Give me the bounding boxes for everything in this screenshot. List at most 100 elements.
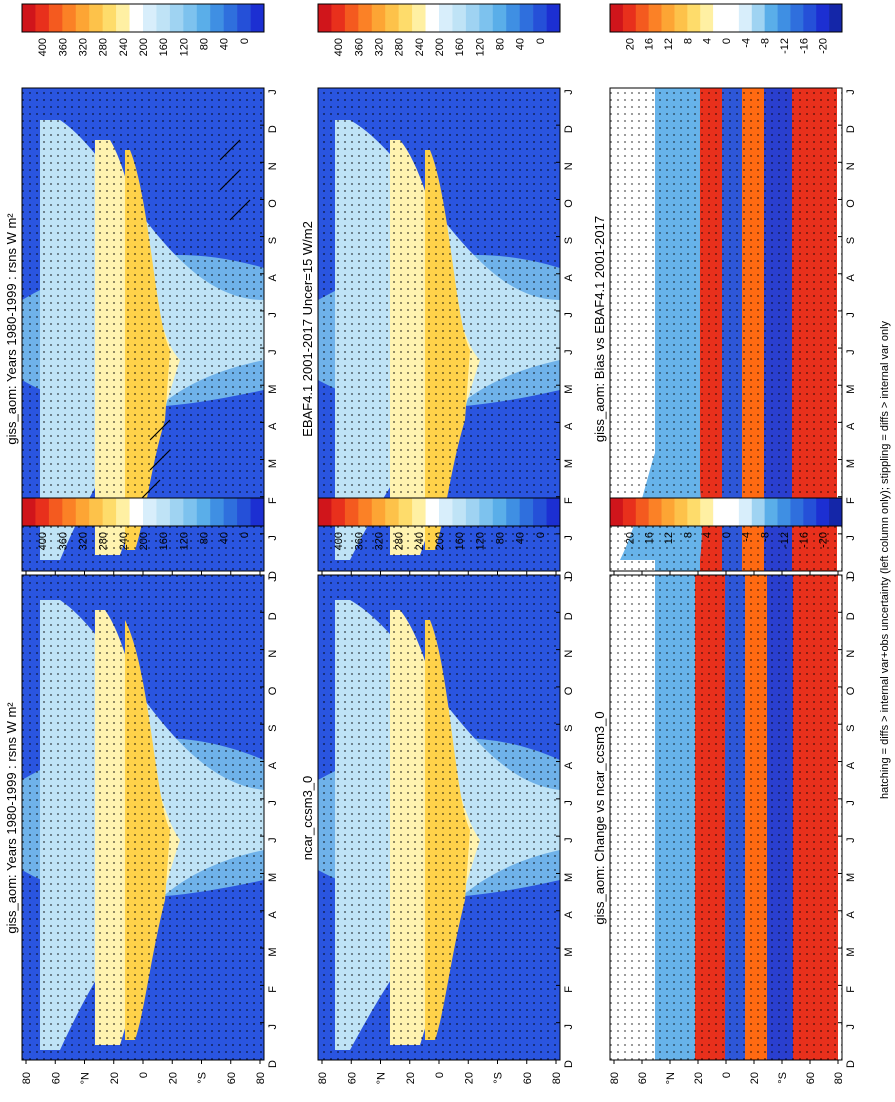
colorbar-swatch	[196, 4, 211, 32]
colorbar-swatch	[210, 498, 224, 526]
colorbar-swatch	[622, 498, 637, 526]
y-tick-label: °S	[777, 1072, 789, 1084]
colorbar-label: 80	[495, 532, 507, 544]
x-tick-label: O	[845, 199, 857, 208]
x-tick-label: M	[845, 459, 857, 468]
x-tick-label: D	[267, 1060, 279, 1068]
colorbar-swatch	[506, 4, 520, 32]
colorbar-swatch	[452, 4, 467, 32]
x-tick-label: D	[563, 125, 575, 133]
x-tick-label: D	[267, 612, 279, 620]
x-tick-label: A	[563, 910, 575, 918]
colorbar-label: 320	[78, 532, 90, 550]
x-tick-label: F	[563, 497, 575, 504]
colorbar-label: 120	[178, 532, 190, 550]
x-tick-label: N	[845, 650, 857, 658]
colorbar-swatch	[143, 4, 157, 32]
x-tick-label: J	[563, 349, 575, 355]
y-tick-label: 80	[551, 1072, 563, 1084]
colorbar-frame	[317, 3, 561, 33]
colorbar-swatch	[169, 4, 184, 32]
colorbar-label: 20	[624, 532, 636, 544]
colorbar-p4: 400 360 320 280 240 200 160 120 80 40 0	[317, 497, 561, 550]
y-tick-label: 60	[522, 1072, 534, 1084]
colorbar-label: 0	[535, 532, 547, 538]
colorbar-swatch	[439, 498, 453, 526]
y-tick-label: 20	[463, 1072, 475, 1084]
colorbar-label: 4	[702, 532, 714, 538]
colorbar-swatch	[223, 498, 238, 526]
colorbar-swatch	[385, 498, 399, 526]
colorbar-swatch	[344, 4, 359, 32]
colorbar-swatch	[790, 498, 804, 526]
colorbar-frame	[21, 3, 265, 33]
colorbar-swatch	[751, 498, 765, 526]
title-p6: giss_aom: Change vs ncar_ccsm3_0	[592, 711, 607, 924]
x-tick-label: S	[267, 725, 279, 732]
colorbar-swatch	[331, 4, 346, 32]
colorbar-swatch	[533, 498, 547, 526]
colorbar-swatch	[803, 498, 817, 526]
colorbar-swatch	[371, 498, 386, 526]
colorbar-swatch	[62, 498, 77, 526]
x-tick-label: M	[563, 947, 575, 956]
colorbar-swatch	[519, 498, 534, 526]
colorbar-swatch	[479, 4, 494, 32]
colorbar-swatch	[777, 498, 791, 526]
colorbar-label: -16	[798, 532, 810, 548]
colorbar-label: -8	[760, 38, 772, 48]
colorbar-swatch	[35, 498, 50, 526]
colorbar-swatch	[546, 4, 561, 32]
colorbar-label: 12	[663, 532, 675, 544]
colorbar-label: 280	[98, 38, 110, 56]
colorbar-swatch	[116, 4, 130, 32]
colorbar-swatch	[687, 498, 701, 526]
colorbar-label: 320	[78, 38, 90, 56]
colorbar-swatch	[674, 498, 688, 526]
colorbar-label: 0	[535, 38, 547, 44]
y-tick-label: 20	[167, 1072, 179, 1084]
y-tick-label: 20	[693, 1072, 705, 1084]
y-tick-label: 80	[833, 1072, 845, 1084]
colorbar-label: 240	[414, 532, 426, 550]
colorbar-swatch	[816, 498, 830, 526]
colorbar-swatch	[661, 498, 675, 526]
colorbar-swatch	[452, 498, 467, 526]
y-tick-label: °N	[665, 1072, 677, 1084]
plot-area-p1	[21, 87, 265, 572]
colorbar-label: 160	[158, 38, 170, 56]
colorbar-label: 0	[721, 532, 733, 538]
colorbar-label: -4	[740, 38, 752, 48]
colorbar-label: 360	[353, 38, 365, 56]
colorbar-label: 240	[118, 532, 130, 550]
colorbar-label: 280	[394, 38, 406, 56]
title-p2: giss_aom: Years 1980-1999 : rsns W m²	[4, 702, 19, 934]
colorbar-p2: 400 360 320 280 240 200 160 120 80 40 0	[21, 497, 265, 550]
colorbar-label: 160	[454, 38, 466, 56]
x-tick-label: A	[845, 273, 857, 281]
y-tick-label: 0	[138, 1072, 150, 1078]
x-tick-label: M	[563, 385, 575, 394]
footnote: hatching = diffs > internal var+obs unce…	[879, 320, 891, 799]
colorbar-swatch	[237, 4, 251, 32]
colorbar-label: 20	[624, 38, 636, 50]
colorbar-label: 40	[219, 38, 231, 50]
x-tick-label: S	[267, 237, 279, 244]
colorbar-swatch	[492, 4, 507, 32]
colorbar-swatch	[89, 498, 103, 526]
x-tick-label: M	[845, 385, 857, 394]
y-tick-label: 20	[405, 1072, 417, 1084]
x-tick-label: A	[267, 761, 279, 769]
x-tick-label: M	[563, 459, 575, 468]
colorbar-swatch	[829, 4, 843, 32]
colorbar-swatch	[35, 4, 50, 32]
x-tick-label: J	[845, 89, 857, 95]
colorbar-swatch	[129, 4, 144, 32]
colorbar-swatch	[519, 4, 534, 32]
colorbar-label: 400	[37, 38, 49, 56]
colorbar-swatch	[75, 498, 90, 526]
colorbar-label: 320	[374, 532, 386, 550]
colorbar-swatch	[250, 4, 265, 32]
